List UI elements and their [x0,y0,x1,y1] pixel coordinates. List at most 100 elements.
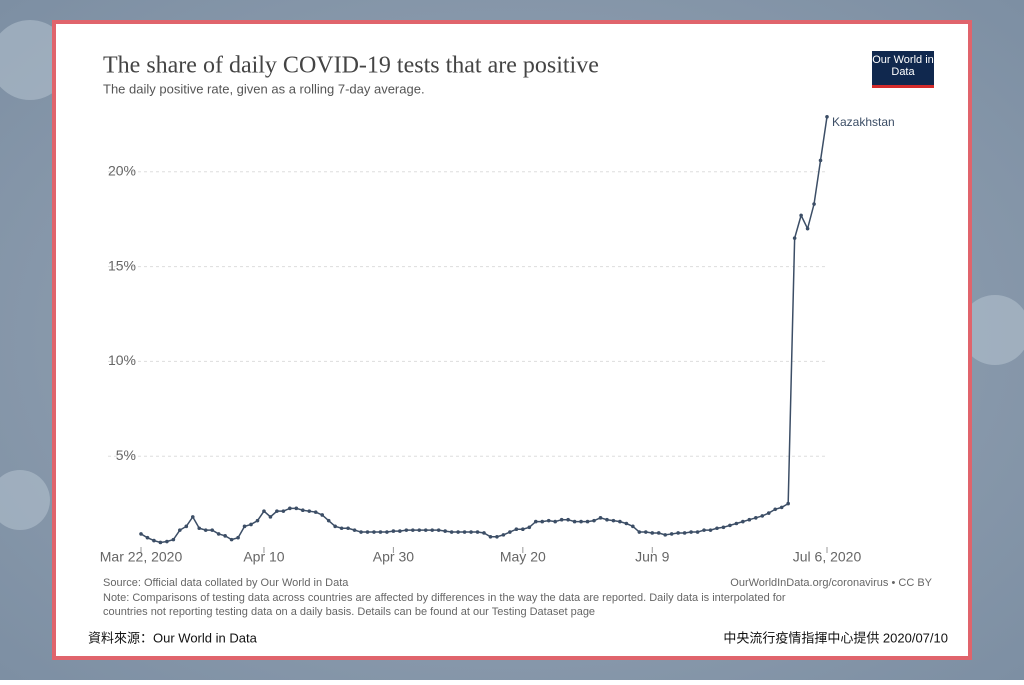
point [605,517,609,522]
point [715,526,719,531]
point [799,213,803,218]
point [624,521,629,526]
point [307,509,312,513]
point [527,525,532,530]
point [592,518,596,523]
point [223,534,227,538]
point [650,531,655,535]
point [579,519,583,524]
point [682,531,687,535]
point [352,528,357,532]
point [818,158,823,163]
point [320,513,325,517]
point [631,524,635,529]
point [313,510,318,514]
point [398,529,402,533]
point [475,530,480,534]
point [262,509,266,513]
point [734,521,739,526]
footer-left: 資料來源：Our World in Data [88,630,258,645]
point [611,518,616,523]
point [300,508,305,513]
point [404,528,409,532]
decoration [0,470,50,530]
y-tick-label: 5% [116,447,136,463]
chart-title: The share of daily COVID-19 tests that a… [103,53,599,79]
x-tick-label: Jun 9 [635,549,669,565]
point [721,525,726,530]
point [728,523,732,528]
logo-text: Our World in Data [872,54,934,78]
point [572,519,577,524]
point [741,519,745,524]
point [598,516,603,520]
point [566,517,570,522]
point [585,519,590,524]
point [171,537,176,542]
point [708,528,713,532]
chart-subtitle: The daily positive rate, given as a roll… [103,81,425,96]
point [449,530,454,534]
point [663,533,668,537]
point [268,515,273,519]
point [792,236,797,240]
point [378,530,383,534]
point [786,501,790,506]
x-tick-label: Mar 22, 2020 [100,549,183,565]
point [359,530,363,534]
point [158,540,163,545]
decoration [960,295,1024,365]
point [521,527,525,531]
point [656,531,661,535]
point [411,528,415,532]
point [165,539,169,544]
point [805,226,810,231]
point [514,527,519,531]
point [184,524,189,529]
license: OurWorldInData.org/coronavirus • CC BY [730,577,932,589]
point [430,528,435,532]
point [702,528,706,532]
point [242,524,247,529]
point [508,530,512,534]
point [210,528,214,532]
x-tick-label: Apr 30 [373,549,414,565]
point [281,509,286,513]
point [495,534,499,539]
point [197,526,202,531]
point [637,530,642,534]
point [178,528,182,532]
point [812,202,816,206]
point [559,517,564,522]
point [488,534,493,539]
point [326,518,331,523]
footer-right: 中央流行疫情指揮中心提供 2020/07/10 [723,630,948,645]
source: Source: Official data collated by Our Wo… [103,577,349,589]
point [760,514,765,518]
point [540,519,545,524]
point [423,528,428,532]
point [249,522,253,527]
point [339,526,344,531]
point [618,519,622,524]
point [236,535,240,540]
point [773,507,778,512]
point [275,509,279,513]
point [747,517,752,522]
point [417,528,422,532]
frame [52,20,972,660]
point [145,535,150,540]
point [443,529,447,533]
point [152,538,156,543]
logo-box: Our World in Data [872,54,934,78]
x-tick-label: May 20 [500,549,546,565]
point [501,533,506,537]
point [203,528,208,532]
point [689,530,693,534]
point [229,537,234,542]
point [456,530,460,534]
point [779,505,784,510]
logo [872,51,934,88]
point [695,530,700,534]
